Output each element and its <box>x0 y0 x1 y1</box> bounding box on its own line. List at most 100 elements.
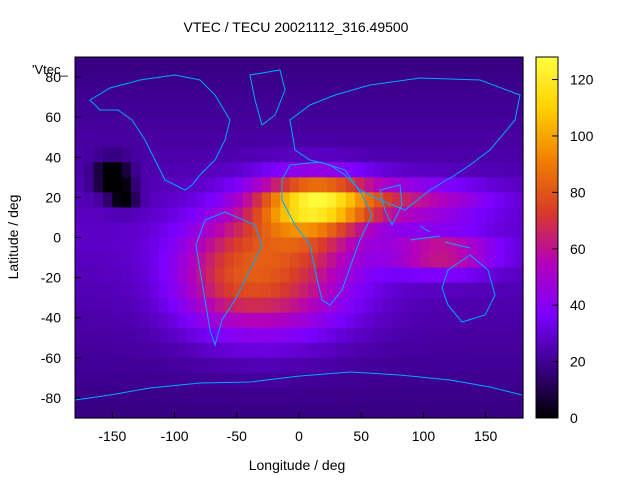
heatmap-cell <box>299 87 309 103</box>
heatmap-cell <box>233 387 244 404</box>
heatmap-cell <box>205 402 216 419</box>
heatmap-cell <box>513 312 524 329</box>
heatmap-cell <box>392 267 403 284</box>
heatmap-cell <box>261 342 272 359</box>
heatmap-cell <box>327 312 337 329</box>
heatmap-cell <box>177 372 188 389</box>
heatmap-cell <box>93 162 104 178</box>
heatmap-cell <box>448 147 459 163</box>
heatmap-cell <box>233 357 244 374</box>
heatmap-cell <box>327 342 337 359</box>
heatmap-cell <box>327 297 337 314</box>
heatmap-cell <box>112 132 123 148</box>
heatmap-cell <box>177 387 188 404</box>
y-axis-ticks: -80 -60 -40 -20 0 20 40 60 80 <box>41 69 81 406</box>
heatmap-cell <box>177 357 188 374</box>
heatmap-cell <box>411 237 421 254</box>
heatmap-cell <box>233 252 244 269</box>
heatmap-cell <box>336 132 347 148</box>
heatmap-cell <box>364 342 375 359</box>
heatmap-cell <box>355 177 365 193</box>
heatmap-cell <box>215 192 225 209</box>
heatmap-cell <box>149 177 160 193</box>
heatmap-cell <box>131 387 141 404</box>
heatmap-cell <box>75 252 85 269</box>
heatmap-cell <box>327 222 337 239</box>
heatmap-cell <box>168 267 179 284</box>
heatmap-cell <box>299 147 309 163</box>
heatmap-cell <box>420 222 431 239</box>
heatmap-cell <box>317 117 328 133</box>
heatmap-cell <box>411 162 421 178</box>
heatmap-cell <box>495 117 505 133</box>
heatmap-cell <box>149 72 160 88</box>
heatmap-cell <box>513 147 524 163</box>
heatmap-cell <box>317 207 328 224</box>
heatmap-cell <box>373 117 384 133</box>
heatmap-cell <box>476 87 487 103</box>
heatmap-cell <box>75 312 85 329</box>
heatmap-cell <box>308 237 319 254</box>
heatmap-cell <box>485 207 496 224</box>
heatmap-cell <box>196 207 207 224</box>
heatmap-cell <box>215 207 225 224</box>
heatmap-cell <box>243 327 253 344</box>
heatmap-cell <box>112 402 123 419</box>
heatmap-cell <box>177 207 188 224</box>
heatmap-cell <box>420 117 431 133</box>
heatmap-cell <box>112 282 123 299</box>
heatmap-cell <box>317 402 328 419</box>
heatmap-cell <box>233 132 244 148</box>
heatmap-cell <box>121 102 132 118</box>
heatmap-cell <box>355 222 365 239</box>
heatmap-cell <box>317 72 328 88</box>
heatmap-cell <box>168 327 179 344</box>
heatmap-cell <box>373 57 384 73</box>
heatmap-cell <box>336 312 347 329</box>
heatmap-cell <box>131 177 141 193</box>
heatmap-cell <box>215 132 225 148</box>
heatmap-cell <box>140 192 151 209</box>
heatmap-cell <box>261 387 272 404</box>
heatmap-cell <box>131 162 141 178</box>
heatmap-cell <box>243 87 253 103</box>
heatmap-cell <box>327 57 337 73</box>
heatmap-cell <box>411 282 421 299</box>
heatmap-cell <box>103 357 113 374</box>
heatmap-cell <box>327 102 337 118</box>
heatmap-cell <box>215 357 225 374</box>
heatmap-cell <box>345 117 356 133</box>
heatmap-cell <box>84 132 95 148</box>
heatmap-cell <box>308 372 319 389</box>
heatmap-cell <box>485 402 496 419</box>
heatmap-cell <box>271 87 281 103</box>
heatmap-cell <box>84 372 95 389</box>
heatmap-cell <box>439 117 449 133</box>
heatmap-cell <box>168 357 179 374</box>
heatmap-cell <box>457 342 468 359</box>
heatmap-cell <box>317 357 328 374</box>
heatmap-cell <box>159 237 169 254</box>
heatmap-cell <box>476 132 487 148</box>
heatmap-cell <box>187 327 197 344</box>
heatmap-cell <box>420 342 431 359</box>
heatmap-cell <box>448 177 459 193</box>
heatmap-cell <box>429 282 440 299</box>
heatmap-cell <box>140 237 151 254</box>
heatmap-cell <box>364 222 375 239</box>
heatmap-cell <box>289 222 300 239</box>
heatmap-cell <box>355 102 365 118</box>
heatmap-cell <box>364 327 375 344</box>
heatmap-cell <box>392 387 403 404</box>
heatmap-cell <box>429 237 440 254</box>
heatmap-cell <box>233 342 244 359</box>
heatmap-cell <box>205 207 216 224</box>
heatmap-cell <box>299 117 309 133</box>
y-tick-label: 0 <box>53 230 61 246</box>
heatmap-cell <box>401 192 412 209</box>
heatmap-cell <box>243 372 253 389</box>
heatmap-cell <box>140 147 151 163</box>
heatmap-cell <box>280 267 291 284</box>
heatmap-cell <box>84 312 95 329</box>
heatmap-cell <box>196 372 207 389</box>
